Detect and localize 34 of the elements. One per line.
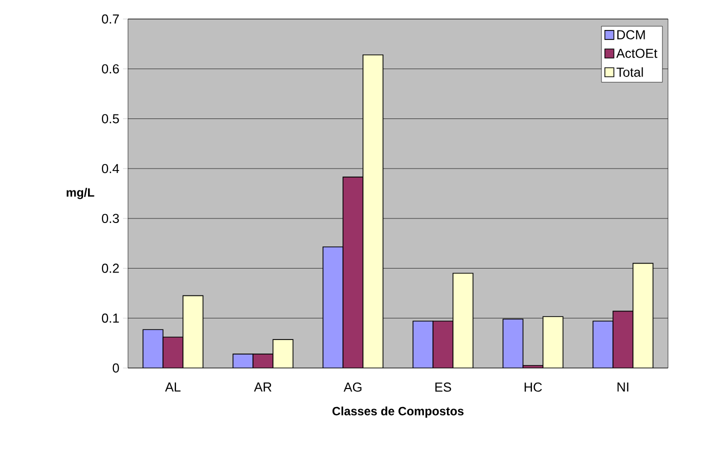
bar bbox=[612, 310, 634, 368]
x-tick-label: AR bbox=[254, 382, 272, 392]
bar bbox=[273, 340, 293, 368]
legend-label: ActOEt bbox=[616, 48, 658, 58]
y-tick-label: 0.1 bbox=[102, 314, 119, 323]
x-tick-label: NI bbox=[618, 382, 628, 392]
bar bbox=[592, 320, 614, 368]
x-axis-title: Classes de Compostos bbox=[332, 406, 464, 418]
bar bbox=[453, 273, 473, 368]
bar bbox=[632, 262, 654, 368]
bar bbox=[323, 246, 343, 368]
y-tick-label: 0.5 bbox=[102, 114, 119, 124]
legend-label: DCM bbox=[617, 30, 645, 40]
y-tick-label: 0.7 bbox=[102, 14, 119, 24]
x-tick-label: AG bbox=[344, 382, 362, 392]
legend-label: Total bbox=[616, 67, 643, 77]
y-tick-label: 0.2 bbox=[102, 264, 119, 273]
bar bbox=[413, 321, 433, 368]
bar bbox=[503, 319, 523, 368]
y-axis-title: mg/L bbox=[66, 188, 94, 200]
y-tick-label: 0.3 bbox=[102, 214, 119, 224]
bar bbox=[163, 337, 183, 368]
bar bbox=[363, 54, 383, 368]
y-tick-label: 0.6 bbox=[102, 64, 119, 74]
bar bbox=[183, 296, 203, 368]
y-tick-label: 0 bbox=[112, 363, 119, 373]
x-tick-label: ES bbox=[435, 382, 452, 392]
bar bbox=[143, 330, 163, 368]
bar bbox=[543, 316, 563, 368]
x-tick-label: AL bbox=[165, 382, 181, 392]
bar bbox=[433, 321, 453, 368]
bar bbox=[343, 177, 363, 368]
y-tick-label: 0.4 bbox=[102, 164, 120, 174]
x-tick-label: HC bbox=[524, 382, 542, 392]
